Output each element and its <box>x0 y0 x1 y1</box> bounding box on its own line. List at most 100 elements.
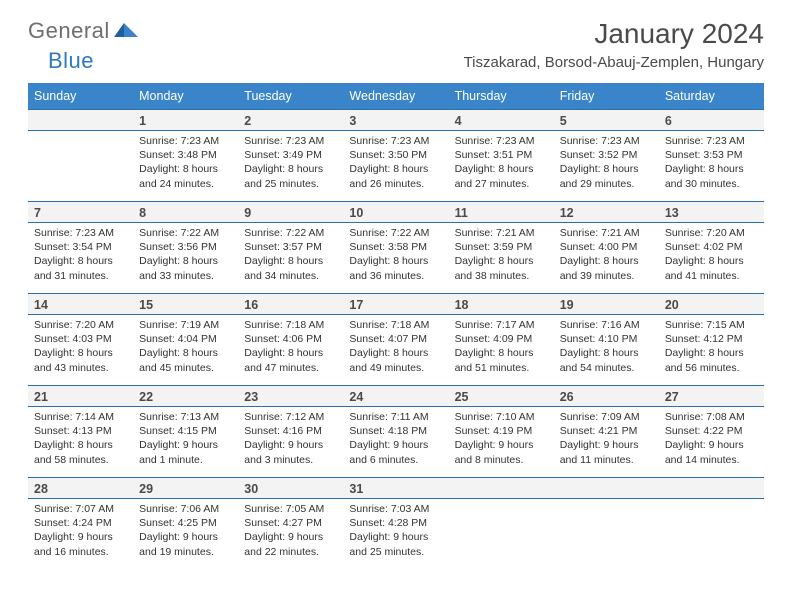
calendar-day-cell: 18Sunrise: 7:17 AMSunset: 4:09 PMDayligh… <box>449 294 554 386</box>
calendar-day-cell: 1Sunrise: 7:23 AMSunset: 3:48 PMDaylight… <box>133 110 238 202</box>
logo-mark-icon <box>114 19 140 44</box>
calendar-day-cell: 23Sunrise: 7:12 AMSunset: 4:16 PMDayligh… <box>238 386 343 478</box>
day-number: 6 <box>659 110 764 131</box>
day-info: Sunrise: 7:18 AMSunset: 4:06 PMDaylight:… <box>238 315 343 379</box>
day-info: Sunrise: 7:15 AMSunset: 4:12 PMDaylight:… <box>659 315 764 379</box>
day-number <box>28 110 133 131</box>
day-info: Sunrise: 7:05 AMSunset: 4:27 PMDaylight:… <box>238 499 343 563</box>
calendar-day-cell: 11Sunrise: 7:21 AMSunset: 3:59 PMDayligh… <box>449 202 554 294</box>
day-number: 23 <box>238 386 343 407</box>
day-info: Sunrise: 7:20 AMSunset: 4:02 PMDaylight:… <box>659 223 764 287</box>
calendar-week-row: 21Sunrise: 7:14 AMSunset: 4:13 PMDayligh… <box>28 386 764 478</box>
day-number: 1 <box>133 110 238 131</box>
calendar-day-cell <box>449 478 554 570</box>
weekday-row: SundayMondayTuesdayWednesdayThursdayFrid… <box>28 83 764 110</box>
day-info: Sunrise: 7:11 AMSunset: 4:18 PMDaylight:… <box>343 407 448 471</box>
day-info: Sunrise: 7:10 AMSunset: 4:19 PMDaylight:… <box>449 407 554 471</box>
day-number: 14 <box>28 294 133 315</box>
location-label: Tiszakarad, Borsod-Abauj-Zemplen, Hungar… <box>464 54 764 71</box>
calendar-day-cell: 20Sunrise: 7:15 AMSunset: 4:12 PMDayligh… <box>659 294 764 386</box>
weekday-header: Sunday <box>28 83 133 110</box>
day-info: Sunrise: 7:23 AMSunset: 3:52 PMDaylight:… <box>554 131 659 195</box>
header: General January 2024 Tiszakarad, Borsod-… <box>0 0 792 75</box>
calendar-week-row: 1Sunrise: 7:23 AMSunset: 3:48 PMDaylight… <box>28 110 764 202</box>
day-info: Sunrise: 7:16 AMSunset: 4:10 PMDaylight:… <box>554 315 659 379</box>
day-number <box>554 478 659 499</box>
day-info: Sunrise: 7:07 AMSunset: 4:24 PMDaylight:… <box>28 499 133 563</box>
calendar-week-row: 28Sunrise: 7:07 AMSunset: 4:24 PMDayligh… <box>28 478 764 570</box>
calendar-day-cell: 25Sunrise: 7:10 AMSunset: 4:19 PMDayligh… <box>449 386 554 478</box>
day-number: 28 <box>28 478 133 499</box>
calendar-day-cell: 5Sunrise: 7:23 AMSunset: 3:52 PMDaylight… <box>554 110 659 202</box>
day-number: 31 <box>343 478 448 499</box>
calendar-day-cell: 24Sunrise: 7:11 AMSunset: 4:18 PMDayligh… <box>343 386 448 478</box>
weekday-header: Friday <box>554 83 659 110</box>
day-number: 8 <box>133 202 238 223</box>
day-info: Sunrise: 7:21 AMSunset: 4:00 PMDaylight:… <box>554 223 659 287</box>
day-number: 24 <box>343 386 448 407</box>
day-info: Sunrise: 7:17 AMSunset: 4:09 PMDaylight:… <box>449 315 554 379</box>
calendar-week-row: 7Sunrise: 7:23 AMSunset: 3:54 PMDaylight… <box>28 202 764 294</box>
day-info: Sunrise: 7:23 AMSunset: 3:49 PMDaylight:… <box>238 131 343 195</box>
weekday-header: Tuesday <box>238 83 343 110</box>
calendar-day-cell: 26Sunrise: 7:09 AMSunset: 4:21 PMDayligh… <box>554 386 659 478</box>
calendar-day-cell <box>28 110 133 202</box>
logo-text-blue: Blue <box>48 48 94 73</box>
day-number: 19 <box>554 294 659 315</box>
day-info: Sunrise: 7:08 AMSunset: 4:22 PMDaylight:… <box>659 407 764 471</box>
day-number: 22 <box>133 386 238 407</box>
day-number: 10 <box>343 202 448 223</box>
day-number: 26 <box>554 386 659 407</box>
calendar-day-cell: 21Sunrise: 7:14 AMSunset: 4:13 PMDayligh… <box>28 386 133 478</box>
weekday-header: Saturday <box>659 83 764 110</box>
day-number <box>449 478 554 499</box>
calendar-day-cell: 10Sunrise: 7:22 AMSunset: 3:58 PMDayligh… <box>343 202 448 294</box>
calendar-day-cell: 31Sunrise: 7:03 AMSunset: 4:28 PMDayligh… <box>343 478 448 570</box>
logo: General <box>28 18 140 44</box>
day-number: 16 <box>238 294 343 315</box>
calendar-day-cell: 13Sunrise: 7:20 AMSunset: 4:02 PMDayligh… <box>659 202 764 294</box>
day-info: Sunrise: 7:12 AMSunset: 4:16 PMDaylight:… <box>238 407 343 471</box>
title-block: January 2024 Tiszakarad, Borsod-Abauj-Ze… <box>464 18 764 71</box>
day-number: 7 <box>28 202 133 223</box>
calendar-day-cell: 30Sunrise: 7:05 AMSunset: 4:27 PMDayligh… <box>238 478 343 570</box>
calendar-day-cell <box>659 478 764 570</box>
day-info: Sunrise: 7:13 AMSunset: 4:15 PMDaylight:… <box>133 407 238 471</box>
day-number: 13 <box>659 202 764 223</box>
day-info: Sunrise: 7:19 AMSunset: 4:04 PMDaylight:… <box>133 315 238 379</box>
day-info: Sunrise: 7:22 AMSunset: 3:57 PMDaylight:… <box>238 223 343 287</box>
day-number: 30 <box>238 478 343 499</box>
calendar-day-cell: 28Sunrise: 7:07 AMSunset: 4:24 PMDayligh… <box>28 478 133 570</box>
calendar-day-cell: 15Sunrise: 7:19 AMSunset: 4:04 PMDayligh… <box>133 294 238 386</box>
calendar-day-cell: 14Sunrise: 7:20 AMSunset: 4:03 PMDayligh… <box>28 294 133 386</box>
day-info: Sunrise: 7:23 AMSunset: 3:48 PMDaylight:… <box>133 131 238 195</box>
calendar-day-cell: 3Sunrise: 7:23 AMSunset: 3:50 PMDaylight… <box>343 110 448 202</box>
calendar-day-cell: 29Sunrise: 7:06 AMSunset: 4:25 PMDayligh… <box>133 478 238 570</box>
calendar-day-cell: 7Sunrise: 7:23 AMSunset: 3:54 PMDaylight… <box>28 202 133 294</box>
day-number: 15 <box>133 294 238 315</box>
calendar-day-cell <box>554 478 659 570</box>
weekday-header: Thursday <box>449 83 554 110</box>
calendar-day-cell: 6Sunrise: 7:23 AMSunset: 3:53 PMDaylight… <box>659 110 764 202</box>
calendar-day-cell: 22Sunrise: 7:13 AMSunset: 4:15 PMDayligh… <box>133 386 238 478</box>
day-info: Sunrise: 7:22 AMSunset: 3:56 PMDaylight:… <box>133 223 238 287</box>
calendar-day-cell: 4Sunrise: 7:23 AMSunset: 3:51 PMDaylight… <box>449 110 554 202</box>
day-info: Sunrise: 7:21 AMSunset: 3:59 PMDaylight:… <box>449 223 554 287</box>
day-number: 9 <box>238 202 343 223</box>
calendar-head: SundayMondayTuesdayWednesdayThursdayFrid… <box>28 83 764 110</box>
calendar-body: 1Sunrise: 7:23 AMSunset: 3:48 PMDaylight… <box>28 110 764 570</box>
calendar-day-cell: 17Sunrise: 7:18 AMSunset: 4:07 PMDayligh… <box>343 294 448 386</box>
day-number: 18 <box>449 294 554 315</box>
day-info: Sunrise: 7:09 AMSunset: 4:21 PMDaylight:… <box>554 407 659 471</box>
day-number: 12 <box>554 202 659 223</box>
day-number: 27 <box>659 386 764 407</box>
day-info: Sunrise: 7:20 AMSunset: 4:03 PMDaylight:… <box>28 315 133 379</box>
weekday-header: Monday <box>133 83 238 110</box>
day-number: 2 <box>238 110 343 131</box>
calendar-day-cell: 19Sunrise: 7:16 AMSunset: 4:10 PMDayligh… <box>554 294 659 386</box>
day-info: Sunrise: 7:06 AMSunset: 4:25 PMDaylight:… <box>133 499 238 563</box>
day-number: 5 <box>554 110 659 131</box>
day-number: 4 <box>449 110 554 131</box>
day-number: 21 <box>28 386 133 407</box>
day-number: 29 <box>133 478 238 499</box>
